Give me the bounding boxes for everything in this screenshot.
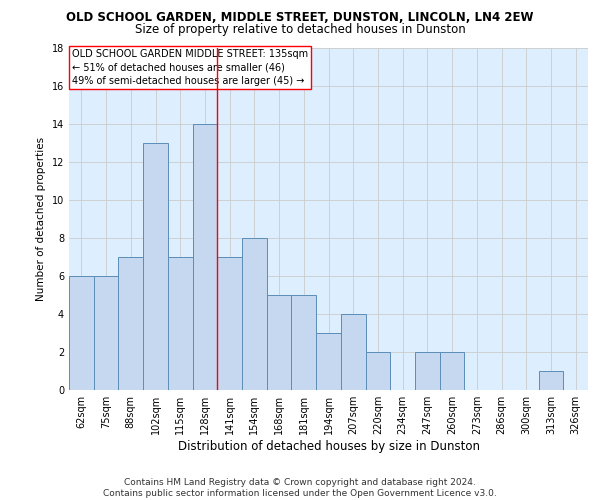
X-axis label: Distribution of detached houses by size in Dunston: Distribution of detached houses by size … (178, 440, 479, 453)
Bar (168, 257, 193, 390)
Bar (143, 142, 168, 390)
Text: Contains HM Land Registry data © Crown copyright and database right 2024.
Contai: Contains HM Land Registry data © Crown c… (103, 478, 497, 498)
Bar (242, 238, 267, 390)
Bar (415, 352, 440, 390)
Bar (267, 295, 292, 390)
Text: OLD SCHOOL GARDEN MIDDLE STREET: 135sqm
← 51% of detached houses are smaller (46: OLD SCHOOL GARDEN MIDDLE STREET: 135sqm … (71, 49, 308, 86)
Bar (316, 333, 341, 390)
Bar (118, 257, 143, 390)
Bar (440, 352, 464, 390)
Bar (341, 314, 365, 390)
Text: Size of property relative to detached houses in Dunston: Size of property relative to detached ho… (134, 22, 466, 36)
Bar (69, 276, 94, 390)
Bar (94, 276, 118, 390)
Bar (292, 295, 316, 390)
Bar (217, 257, 242, 390)
Text: OLD SCHOOL GARDEN, MIDDLE STREET, DUNSTON, LINCOLN, LN4 2EW: OLD SCHOOL GARDEN, MIDDLE STREET, DUNSTO… (66, 11, 534, 24)
Bar (193, 124, 217, 390)
Bar (539, 371, 563, 390)
Bar (365, 352, 390, 390)
Y-axis label: Number of detached properties: Number of detached properties (36, 136, 46, 301)
